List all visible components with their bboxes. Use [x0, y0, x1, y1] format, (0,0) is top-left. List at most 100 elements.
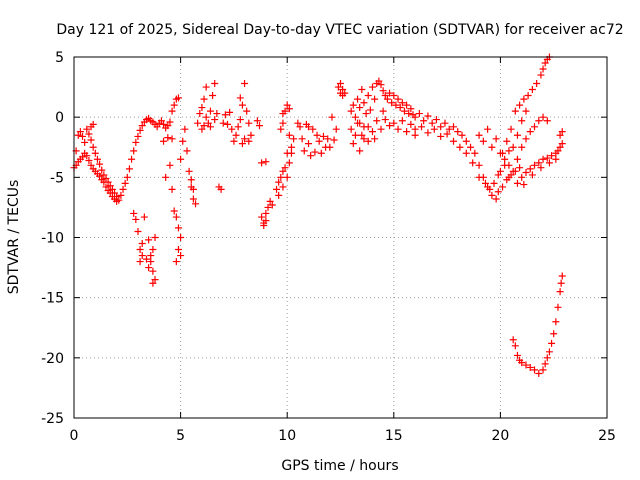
data-point: [539, 366, 547, 374]
x-tick-label: 25: [598, 428, 616, 444]
data-point: [456, 143, 464, 151]
data-point: [511, 107, 519, 115]
data-point: [260, 221, 268, 229]
data-point: [96, 160, 104, 168]
data-point: [206, 107, 214, 115]
data-point: [398, 99, 406, 107]
data-point: [93, 155, 101, 163]
data-point: [484, 125, 492, 133]
data-point: [518, 117, 526, 125]
data-point: [138, 122, 146, 130]
data-point: [486, 185, 494, 193]
data-point: [520, 181, 528, 189]
axis-ticks: 0 5 10 15 20 25 -25 -20 -15 -10 -5 0 5: [41, 50, 616, 444]
data-point: [283, 101, 291, 109]
data-point: [147, 252, 155, 260]
y-tick-label: 5: [55, 50, 64, 66]
data-point: [390, 92, 398, 100]
data-point: [428, 119, 436, 127]
data-point: [558, 272, 566, 280]
data-point: [181, 125, 189, 133]
data-point: [539, 65, 547, 73]
data-point: [311, 148, 319, 156]
data-point: [245, 119, 253, 127]
data-point: [513, 351, 521, 359]
data-point: [198, 125, 206, 133]
data-point: [411, 131, 419, 139]
data-point: [125, 165, 133, 173]
data-point: [87, 136, 95, 144]
data-point: [108, 185, 116, 193]
data-point: [145, 264, 153, 272]
data-point: [102, 183, 110, 191]
data-point: [449, 123, 457, 131]
data-point: [362, 110, 370, 118]
data-point: [539, 155, 547, 163]
data-point: [554, 303, 562, 311]
data-point: [356, 119, 364, 127]
data-point: [526, 165, 534, 173]
data-point: [557, 279, 565, 287]
data-point: [509, 143, 517, 151]
data-point: [556, 288, 564, 296]
data-point: [528, 85, 536, 93]
data-point: [528, 171, 536, 179]
data-point: [545, 348, 553, 356]
data-point: [74, 131, 82, 139]
data-point: [481, 179, 489, 187]
data-point: [415, 110, 423, 118]
y-axis-label: SDTVAR / TECUs: [6, 180, 22, 295]
data-point: [424, 112, 432, 120]
data-point: [377, 81, 385, 89]
data-point: [183, 147, 191, 155]
data-point: [550, 330, 558, 338]
data-point: [79, 153, 87, 161]
data-point: [123, 173, 131, 181]
data-point: [177, 252, 185, 260]
data-point: [192, 200, 200, 208]
data-point: [339, 92, 347, 100]
data-point: [128, 155, 136, 163]
data-point: [492, 135, 500, 143]
data-point: [462, 137, 470, 145]
data-point: [371, 95, 379, 103]
data-point: [232, 131, 240, 139]
data-point: [96, 172, 104, 180]
data-point: [196, 110, 204, 118]
data-point: [334, 83, 342, 91]
data-point: [554, 147, 562, 155]
data-point: [520, 95, 528, 103]
data-point: [217, 185, 225, 193]
data-point: [518, 143, 526, 151]
data-point: [537, 71, 545, 79]
data-point: [285, 159, 293, 167]
data-point: [85, 156, 93, 164]
data-point: [160, 120, 168, 128]
data-point: [522, 361, 530, 369]
data-point: [400, 107, 408, 115]
data-point: [228, 125, 236, 133]
data-point: [332, 125, 340, 133]
data-point: [238, 140, 246, 148]
data-point: [202, 83, 210, 91]
x-tick-label: 5: [176, 428, 185, 444]
data-point: [275, 191, 283, 199]
data-point: [179, 137, 187, 145]
data-point: [305, 123, 313, 131]
data-point: [187, 176, 195, 184]
data-point: [226, 108, 234, 116]
data-point: [160, 137, 168, 145]
data-point: [430, 125, 438, 133]
data-point: [379, 107, 387, 115]
chart-title: Day 121 of 2025, Sidereal Day-to-day VTE…: [56, 22, 623, 38]
data-point: [234, 123, 242, 131]
data-point: [151, 276, 159, 284]
data-point: [467, 143, 475, 151]
data-point: [200, 95, 208, 103]
data-point: [157, 117, 165, 125]
y-tick-label: -20: [41, 351, 64, 367]
data-point: [373, 117, 381, 125]
data-point: [437, 132, 445, 140]
data-point: [76, 128, 84, 136]
data-point: [375, 77, 383, 85]
